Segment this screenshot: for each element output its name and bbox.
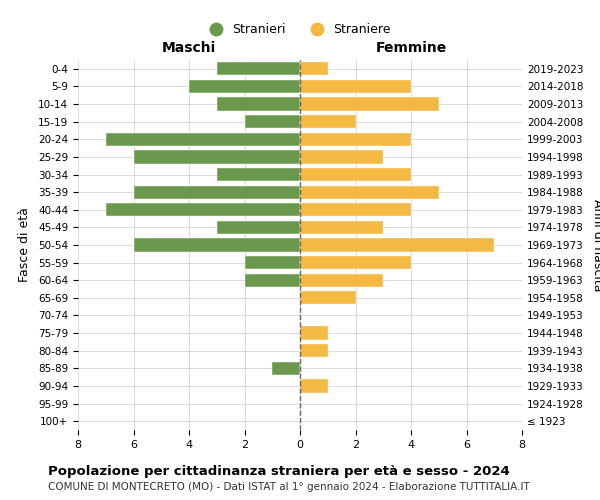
Bar — [300, 326, 328, 340]
Bar — [300, 150, 383, 164]
Bar — [300, 238, 494, 252]
Bar — [300, 256, 411, 269]
Bar — [300, 291, 355, 304]
Bar — [133, 186, 300, 198]
Bar — [245, 274, 300, 287]
Bar — [300, 274, 383, 287]
Bar — [106, 203, 300, 216]
Bar — [300, 380, 328, 392]
Bar — [245, 256, 300, 269]
Text: COMUNE DI MONTECRETO (MO) - Dati ISTAT al 1° gennaio 2024 - Elaborazione TUTTITA: COMUNE DI MONTECRETO (MO) - Dati ISTAT a… — [48, 482, 530, 492]
Bar — [133, 238, 300, 252]
Bar — [300, 98, 439, 110]
Bar — [300, 186, 439, 198]
Bar — [217, 221, 300, 234]
Bar — [245, 115, 300, 128]
Bar — [300, 203, 411, 216]
Y-axis label: Anni di nascita: Anni di nascita — [590, 198, 600, 291]
Bar — [300, 344, 328, 358]
Legend: Stranieri, Straniere: Stranieri, Straniere — [205, 18, 395, 41]
Bar — [133, 150, 300, 164]
Bar — [106, 132, 300, 146]
Bar — [189, 80, 300, 93]
Bar — [300, 221, 383, 234]
Bar — [300, 132, 411, 146]
Bar — [217, 62, 300, 76]
Bar — [272, 362, 300, 375]
Y-axis label: Fasce di età: Fasce di età — [18, 208, 31, 282]
Bar — [300, 115, 355, 128]
Bar — [217, 98, 300, 110]
Text: Maschi: Maschi — [162, 40, 216, 54]
Bar — [217, 168, 300, 181]
Text: Femmine: Femmine — [376, 40, 446, 54]
Bar — [300, 62, 328, 76]
Bar — [300, 168, 411, 181]
Bar — [300, 80, 411, 93]
Text: Popolazione per cittadinanza straniera per età e sesso - 2024: Popolazione per cittadinanza straniera p… — [48, 465, 510, 478]
